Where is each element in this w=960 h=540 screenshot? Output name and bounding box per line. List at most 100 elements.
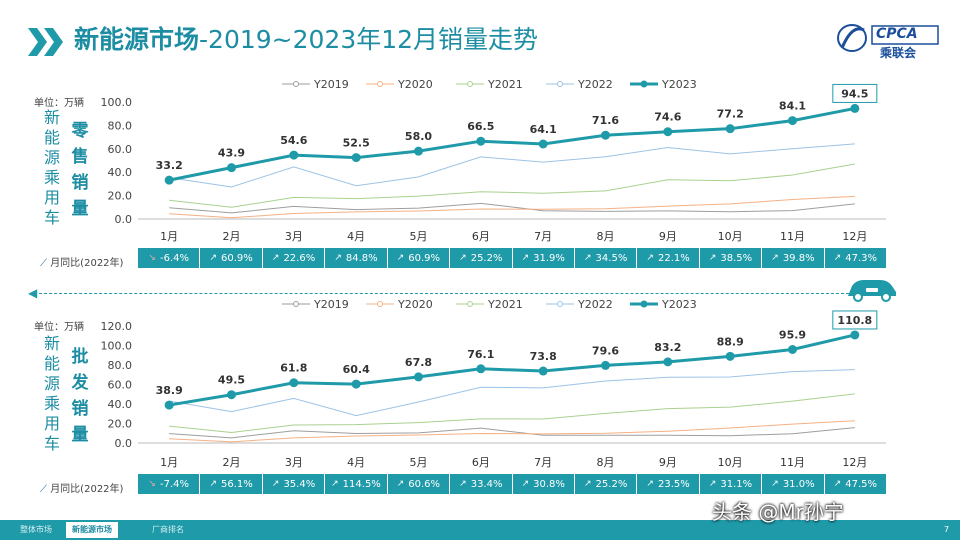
- logo-text: CPCA: [876, 26, 918, 42]
- side-label-retail: 新能源乘用车: [44, 108, 61, 227]
- legend-label: Y2021: [487, 298, 523, 311]
- y-tick-label: 100.0: [101, 96, 133, 109]
- title-main: 新能源市场: [74, 25, 200, 54]
- yoy-cell: ↗ 84.8%: [325, 248, 388, 268]
- footer-tab[interactable]: 整体市场: [20, 525, 52, 534]
- car-icon: [848, 280, 896, 302]
- legend-label: Y2023: [661, 78, 697, 91]
- data-point: [476, 136, 486, 146]
- unit-label-wholesale: 单位：万辆: [34, 322, 84, 333]
- x-tick-label: 8月: [597, 230, 615, 243]
- data-point: [351, 153, 361, 163]
- x-tick-label: 1月: [160, 456, 178, 469]
- trend-icon: ⟋: [40, 258, 47, 269]
- data-label: 84.1: [779, 100, 806, 113]
- yoy-cell: ↗ 39.8%: [762, 248, 825, 268]
- data-label: 61.8: [280, 362, 307, 375]
- yoy-cell: ↗ 60.6%: [388, 474, 451, 494]
- data-label: 66.5: [467, 120, 494, 133]
- x-tick-label: 9月: [659, 230, 677, 243]
- yoy-value: 47.3%: [845, 252, 878, 264]
- data-point: [725, 124, 735, 134]
- data-label: 58.0: [405, 130, 432, 143]
- data-point: [164, 175, 174, 185]
- x-tick-label: 7月: [534, 230, 552, 243]
- y-tick-label: 40.0: [108, 398, 133, 411]
- trend-up-icon: ↗: [584, 253, 592, 263]
- yoy-cell: ↗ 22.6%: [263, 248, 326, 268]
- x-tick-label: 1月: [160, 230, 178, 243]
- side-label-wholesale-sales: 批发销量: [71, 347, 89, 445]
- legend-label: Y2020: [397, 298, 433, 311]
- page-number: 7: [944, 525, 950, 534]
- data-label: 38.9: [156, 384, 183, 397]
- data-point: [663, 357, 673, 367]
- series-line-y2019: [169, 427, 855, 439]
- data-label: 74.6: [654, 111, 681, 124]
- yoy-cell: ↗ 33.4%: [450, 474, 513, 494]
- trend-up-icon: ↗: [646, 479, 654, 489]
- x-tick-label: 11月: [780, 230, 805, 243]
- data-label: 60.4: [343, 363, 370, 376]
- cpca-logo: CPCA 乘联会: [836, 20, 942, 60]
- x-tick-label: 3月: [285, 230, 303, 243]
- data-label: 52.5: [343, 137, 370, 150]
- yoy-value: 33.4%: [470, 478, 503, 490]
- trend-up-icon: ↗: [396, 253, 405, 263]
- data-label-box: [832, 83, 878, 103]
- legend-label: Y2020: [397, 78, 433, 91]
- legend-label: Y2022: [577, 298, 613, 311]
- legend-label: Y2022: [577, 78, 613, 91]
- yoy-value: 38.5%: [720, 252, 753, 264]
- yoy-value: 47.5%: [845, 478, 878, 490]
- section-divider: [34, 293, 854, 294]
- data-point: [850, 330, 860, 340]
- data-label: 77.2: [717, 108, 744, 121]
- x-tick-label: 12月: [842, 230, 867, 243]
- yoy-cell: ↗ 31.1%: [700, 474, 763, 494]
- footer-tab[interactable]: 新能源市场: [66, 522, 118, 538]
- side-label-retail-sales: 零售销量: [71, 121, 89, 219]
- yoy-value: 31.9%: [533, 252, 565, 264]
- trend-up-icon: ↗: [833, 479, 842, 489]
- yoy-row-wholesale: ↘ -7.4% ↗ 56.1% ↗ 35.4% ↗ 114.5% ↗ 60.6% ↗ 33.4% ↗ 30…: [138, 474, 886, 494]
- data-point: [788, 116, 797, 126]
- data-label: 49.5: [218, 374, 245, 387]
- data-point: [164, 400, 174, 410]
- wholesale-chart: 0.0 20.0 40.0 60.0 80.0 100.0 120.0 1月 2月 3月 4月 5月 6…: [101, 298, 886, 469]
- data-point: [289, 378, 299, 388]
- footer-tab[interactable]: 厂商排名: [152, 525, 184, 534]
- x-tick-label: 10月: [718, 456, 743, 469]
- retail-chart: 0.0 20.0 40.0 60.0 80.0 100.0 1月 2月 3月 4月 5月 6月 7月 8月…: [101, 78, 886, 243]
- data-label: 88.9: [717, 335, 744, 348]
- title-rest: -2019~2023年12月销量走势: [199, 25, 539, 54]
- legend-marker: [467, 81, 473, 87]
- trend-up-icon: ↗: [209, 479, 218, 489]
- y-tick-label: 40.0: [108, 166, 133, 179]
- legend-marker: [640, 300, 648, 308]
- x-tick-label: 7月: [534, 456, 552, 469]
- yoy-value: 30.8%: [533, 478, 565, 490]
- data-point: [414, 372, 423, 382]
- arrow-left-icon: ◀: [28, 286, 38, 300]
- legend-label: Y2021: [487, 78, 523, 91]
- yoy-value: 39.8%: [782, 252, 815, 264]
- yoy-row-retail: ↘ -6.4% ↗ 60.9% ↗ 22.6% ↗ 84.8% ↗ 60.9% ↗ 25.2% ↗ 31.…: [138, 248, 886, 268]
- page-title: 新能源市场-2019~2023年12月销量走势: [74, 20, 538, 56]
- data-label: 43.9: [218, 147, 245, 160]
- y-tick-label: 60.0: [108, 379, 133, 392]
- yoy-cell: ↗ 47.5%: [825, 474, 886, 494]
- series-line-y2021: [169, 393, 855, 433]
- yoy-label-wholesale: ⟋ 月同比(2022年): [40, 480, 123, 495]
- yoy-value: 31.1%: [720, 478, 753, 490]
- legend-marker: [467, 301, 473, 307]
- yoy-value: 23.5%: [657, 478, 690, 490]
- x-tick-label: 5月: [410, 456, 428, 469]
- data-point: [538, 366, 548, 376]
- y-tick-label: 20.0: [108, 418, 133, 431]
- trend-up-icon: ↗: [396, 479, 405, 489]
- x-tick-label: 6月: [472, 230, 490, 243]
- x-tick-label: 11月: [780, 456, 805, 469]
- trend-up-icon: ↗: [271, 479, 280, 489]
- trend-up-icon: ↗: [708, 479, 717, 489]
